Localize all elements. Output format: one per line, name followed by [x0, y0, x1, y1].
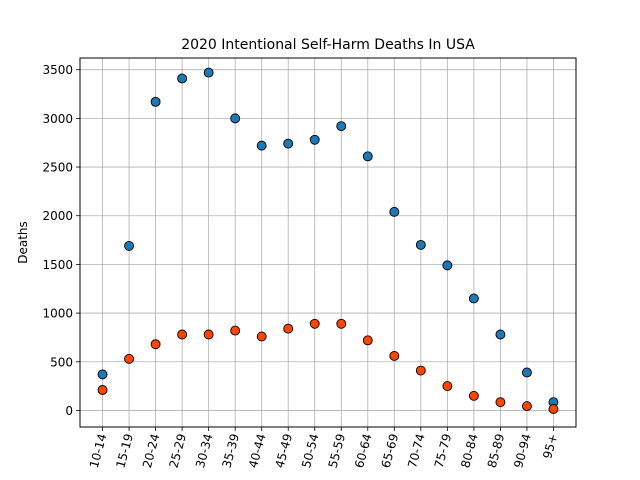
- data-point-series-1: [495, 329, 506, 340]
- data-point-series-1: [150, 96, 161, 107]
- y-tick-label: 1000: [42, 307, 73, 321]
- data-point-series-1: [177, 73, 188, 84]
- y-tick-label: 0: [65, 404, 73, 418]
- data-point-series-2: [230, 325, 241, 336]
- data-point-series-2: [283, 323, 294, 334]
- y-tick-label: 1500: [42, 258, 73, 272]
- data-point-series-2: [256, 331, 267, 342]
- data-point-series-2: [442, 381, 453, 392]
- data-point-series-1: [230, 113, 241, 124]
- plot-frame: [79, 57, 577, 428]
- data-point-series-2: [124, 353, 135, 364]
- data-point-series-1: [415, 239, 426, 250]
- data-point-series-2: [203, 329, 214, 340]
- data-point-series-1: [309, 134, 320, 145]
- data-point-series-2: [389, 350, 400, 361]
- data-point-series-1: [124, 240, 135, 251]
- y-tick-label: 3000: [42, 112, 73, 126]
- data-point-series-1: [442, 260, 453, 271]
- data-point-series-1: [256, 140, 267, 151]
- grid: [80, 58, 576, 427]
- data-point-series-2: [415, 365, 426, 376]
- data-point-series-2: [150, 339, 161, 350]
- data-point-series-1: [521, 367, 532, 378]
- data-point-series-1: [283, 138, 294, 149]
- data-point-series-1: [468, 293, 479, 304]
- data-point-series-1: [203, 67, 214, 78]
- y-tick-label: 2500: [42, 161, 73, 175]
- data-point-series-2: [309, 318, 320, 329]
- data-point-series-2: [548, 404, 559, 414]
- data-point-series-1: [389, 206, 400, 217]
- data-point-series-1: [336, 121, 347, 132]
- data-point-series-1: [97, 369, 108, 380]
- chart-title: 2020 Intentional Self-Harm Deaths In USA: [181, 37, 475, 53]
- data-point-series-2: [336, 318, 347, 329]
- data-point-series-2: [97, 385, 108, 395]
- y-axis-label: Deaths: [16, 221, 30, 264]
- data-point-series-2: [521, 401, 532, 412]
- data-point-series-1: [362, 151, 373, 162]
- y-tick-label: 3500: [42, 63, 73, 77]
- data-point-series-2: [495, 397, 506, 408]
- data-point-series-2: [468, 390, 479, 401]
- data-points: [97, 67, 559, 414]
- data-point-series-2: [362, 335, 373, 346]
- data-point-series-2: [177, 329, 188, 340]
- y-tick-label: 2000: [42, 209, 73, 223]
- y-tick-label: 500: [50, 355, 73, 369]
- x-tick-label: 95+: [540, 432, 560, 460]
